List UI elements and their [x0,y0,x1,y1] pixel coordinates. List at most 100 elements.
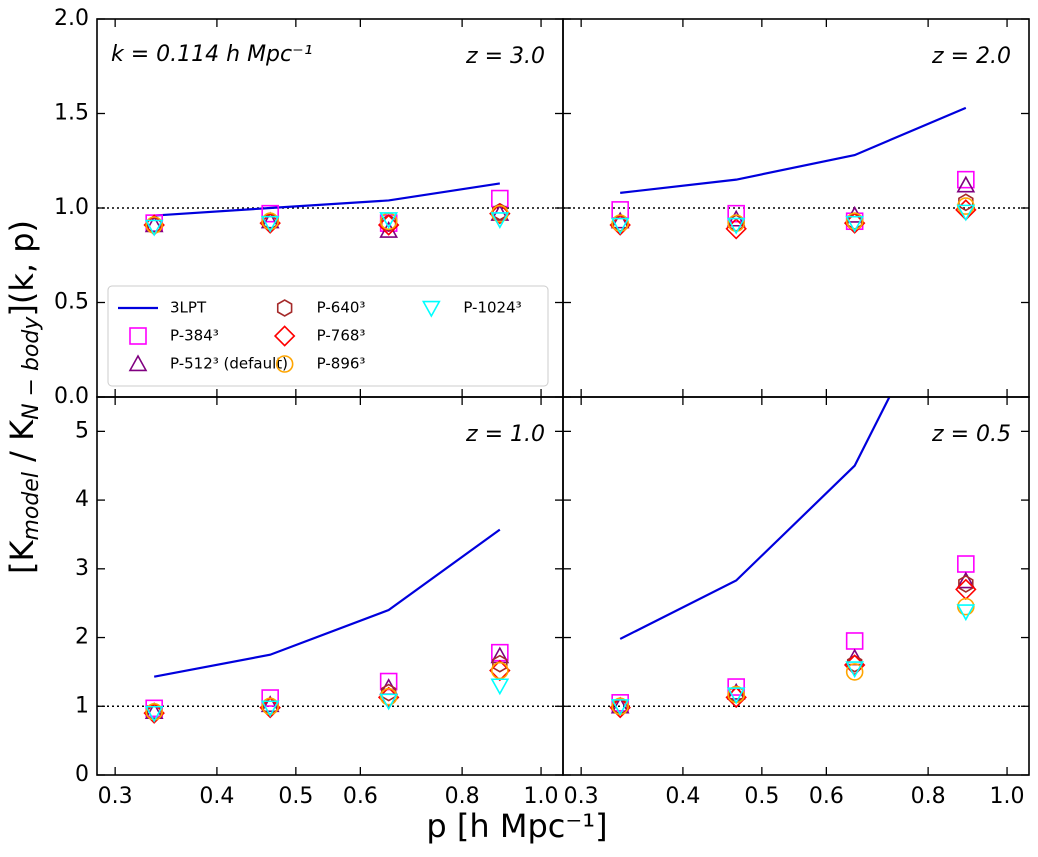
marker [845,663,864,681]
marker [260,215,280,233]
legend-swatch [129,327,147,345]
legend-label: 3LPT [170,299,207,317]
legend-label: P-896³ [317,355,366,373]
panel [97,528,563,724]
marker [144,705,164,723]
panel [97,182,563,238]
marker [379,687,398,706]
marker [144,215,164,233]
x-tick-label: 1.0 [990,784,1025,809]
x-tick-label: 0.5 [744,784,779,809]
marker [726,217,746,235]
marker [845,632,864,650]
line [154,182,500,217]
panel-frame [562,396,1030,776]
marker [489,659,511,682]
marker [380,683,397,702]
marker [956,604,976,622]
x-tick-label: 1.0 [524,784,559,809]
x-tick-label: 0.3 [564,784,599,809]
y-axis-label: [Kmodel / KN − body](k, p) [3,220,44,574]
panel [563,106,1029,240]
marker [845,212,864,231]
marker [261,689,279,707]
marker [725,686,747,709]
marker [379,212,399,229]
marker [846,654,863,673]
panel-label: z = 2.0 [931,44,1011,69]
legend-swatch [276,299,293,317]
x-axis-label: p [h Mpc⁻¹] [426,807,607,845]
marker [845,215,865,233]
marker [958,193,974,212]
x-tick-label: 0.6 [809,784,844,809]
marker [261,212,279,231]
marker [492,202,508,221]
marker [490,678,510,696]
legend-swatch [421,300,441,318]
marker [610,217,630,235]
marker [611,214,629,232]
y-tick-label: 2.0 [54,6,89,31]
marker [260,695,280,713]
y-tick-label: 5 [75,418,89,443]
y-tick-label: 0.5 [54,290,89,315]
marker [726,687,746,705]
panel [563,397,1029,719]
legend-label: P-384³ [170,327,219,345]
y-tick-label: 0 [75,762,89,787]
marker [260,211,280,229]
y-tick-label: 4 [75,487,89,512]
legend-swatch [128,354,148,372]
marker [379,672,398,691]
marker [489,202,511,225]
panel-label: z = 3.0 [465,44,545,69]
marker [956,571,976,589]
y-label-part: / K [3,419,41,472]
legend-label: P-1024³ [463,299,521,317]
marker [491,661,509,680]
x-tick-label: 0.8 [445,784,480,809]
marker [145,216,163,234]
panel-frame [96,396,564,776]
marker [956,204,976,222]
x-tick-label: 0.8 [911,784,946,809]
y-tick-label: 0.0 [54,384,89,409]
marker [725,218,747,240]
marker [727,204,745,223]
marker [845,661,865,679]
x-tick-label: 0.4 [665,784,700,809]
y-tick-label: 1.5 [54,101,89,126]
marker [261,204,279,223]
y-tick-label: 1 [75,693,89,718]
legend-swatch [273,325,296,347]
marker [260,700,280,718]
marker [144,702,164,719]
marker [957,555,975,573]
line [153,528,501,678]
legend-label: P-512³ (default) [170,355,288,373]
line [619,397,891,640]
marker [727,678,745,696]
marker [609,696,631,719]
panel-label: z = 1.0 [465,422,545,447]
marker [144,219,164,237]
y-label-sub: model [19,472,44,541]
y-tick-label: 1.0 [54,195,89,220]
marker [956,175,976,193]
marker [957,170,975,189]
annotation: k = 0.114 h Mpc⁻¹ [111,42,313,67]
marker [957,597,975,616]
legend-label: P-640³ [317,299,366,317]
legend-label: P-768³ [317,327,366,345]
y-label-part: ](k, p) [3,220,41,317]
marker [379,693,399,711]
panel-label: z = 0.5 [931,422,1011,447]
x-tick-label: 0.3 [98,784,133,809]
y-tick-label: 3 [75,556,89,581]
marker [492,654,508,673]
marker [610,699,630,716]
marker [490,212,510,229]
marker [958,575,974,593]
